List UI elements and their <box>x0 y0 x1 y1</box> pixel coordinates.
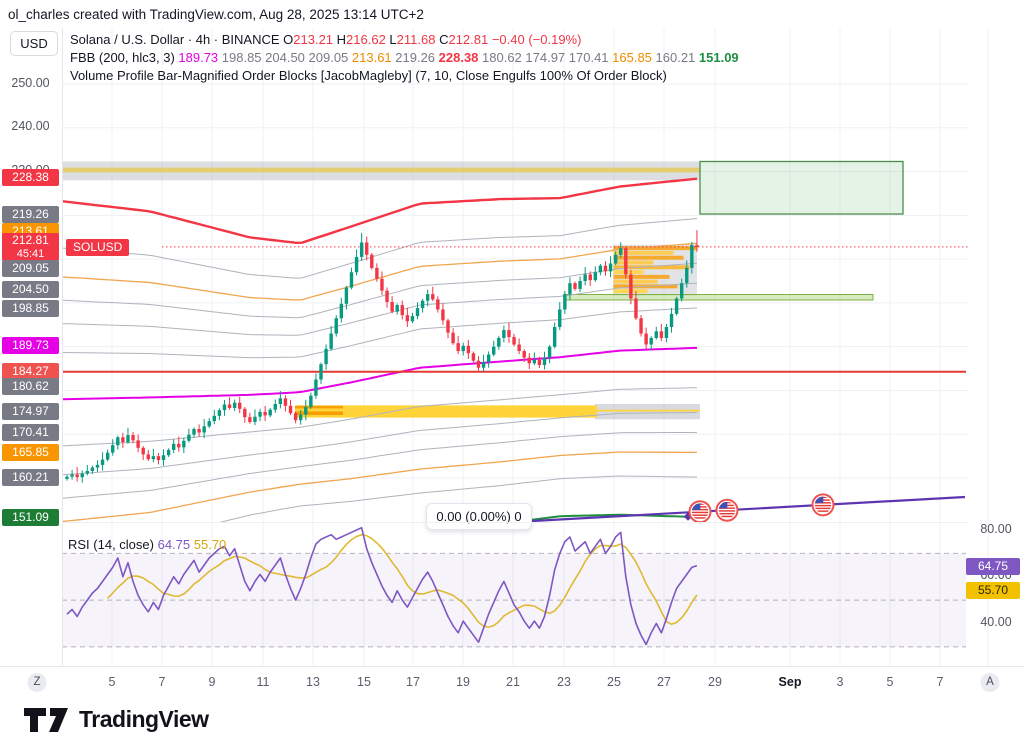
price-axis-label: 250.00 <box>11 76 50 90</box>
time-axis-tick: 9 <box>208 675 216 689</box>
time-axis-tick: 7 <box>158 675 166 689</box>
time-axis-tick: 25 <box>607 675 621 689</box>
order-block-zones <box>62 160 904 420</box>
price-badge: 219.26 <box>2 205 59 223</box>
fbb-band-165.85 <box>62 451 697 522</box>
candlesticks <box>65 230 699 483</box>
time-axis-marker-a[interactable]: A <box>980 673 1000 692</box>
tradingview-logo-text: TradingView <box>79 706 209 732</box>
grid-lines <box>62 28 989 666</box>
rsi-value-badge: 55.70 <box>966 581 1020 599</box>
price-badge: 198.85 <box>2 299 59 317</box>
time-axis-tick: 3 <box>836 675 844 689</box>
time-axis-tick: 19 <box>456 675 470 689</box>
rsi-axis-label: 80.00 <box>980 522 1012 536</box>
time-axis-tick: 29 <box>708 675 722 689</box>
price-badge: 228.38 <box>2 168 59 186</box>
rsi-line <box>66 526 698 646</box>
price-badge: 212.81 45:41 <box>2 233 59 261</box>
us-flag-event-icon[interactable] <box>715 498 739 522</box>
fbb-band-213.61 <box>62 242 698 301</box>
rsi-ma-line <box>107 533 698 628</box>
rsi-axis-label: 40.00 <box>980 615 1012 629</box>
fbb-band-160.21 <box>219 475 698 522</box>
price-badge: 160.21 <box>2 468 59 486</box>
fbb-band-219.26 <box>62 218 698 279</box>
time-axis-tick: Sep <box>778 675 802 689</box>
time-axis-tick: 5 <box>108 675 116 689</box>
fbb-band-198.85 <box>62 307 698 359</box>
fbb-band-204.50 <box>62 282 698 336</box>
time-axis-tick: 13 <box>306 675 320 689</box>
price-badge: 204.50 <box>2 280 59 298</box>
time-axis-tick: 5 <box>886 675 894 689</box>
rsi-pane <box>62 526 966 648</box>
fbb-band-209.05 <box>62 262 698 319</box>
price-badge: 184.27 <box>2 362 59 380</box>
fbb-band-180.62 <box>62 387 698 447</box>
price-badge: 180.62 <box>2 377 59 395</box>
tradingview-logo[interactable]: TradingView <box>24 706 209 733</box>
fbb-band-170.41 <box>62 431 698 499</box>
fbb-bands <box>62 177 698 522</box>
price-badge: 189.73 <box>2 336 59 354</box>
price-badge: 165.85 <box>2 443 59 461</box>
time-axis-tick: 7 <box>936 675 944 689</box>
time-axis-tick: 15 <box>357 675 371 689</box>
tradingview-logo-icon <box>24 707 68 732</box>
time-axis-tick: 21 <box>506 675 520 689</box>
fbb-band-151.09 <box>507 513 698 522</box>
rsi-value-badge: 64.75 <box>966 557 1020 575</box>
price-badge: 174.97 <box>2 402 59 420</box>
time-axis-tick: 17 <box>406 675 420 689</box>
fbb-band-174.97 <box>62 412 697 476</box>
time-axis-marker-z[interactable]: Z <box>27 673 47 692</box>
time-axis-tick: 27 <box>657 675 671 689</box>
time-axis-tick: 23 <box>557 675 571 689</box>
price-badge: 209.05 <box>2 259 59 277</box>
price-badge: 170.41 <box>2 423 59 441</box>
price-badge: 151.09 <box>2 508 59 526</box>
fbb-band-228.38 <box>62 177 698 244</box>
time-axis-tick: 11 <box>256 675 270 689</box>
currency-toggle-button[interactable]: USD <box>10 31 58 56</box>
fbb-band-189.73 <box>62 346 698 401</box>
price-axis-label: 240.00 <box>11 119 50 133</box>
us-flag-event-icon[interactable] <box>811 493 835 517</box>
us-flag-event-icon[interactable] <box>688 500 712 524</box>
